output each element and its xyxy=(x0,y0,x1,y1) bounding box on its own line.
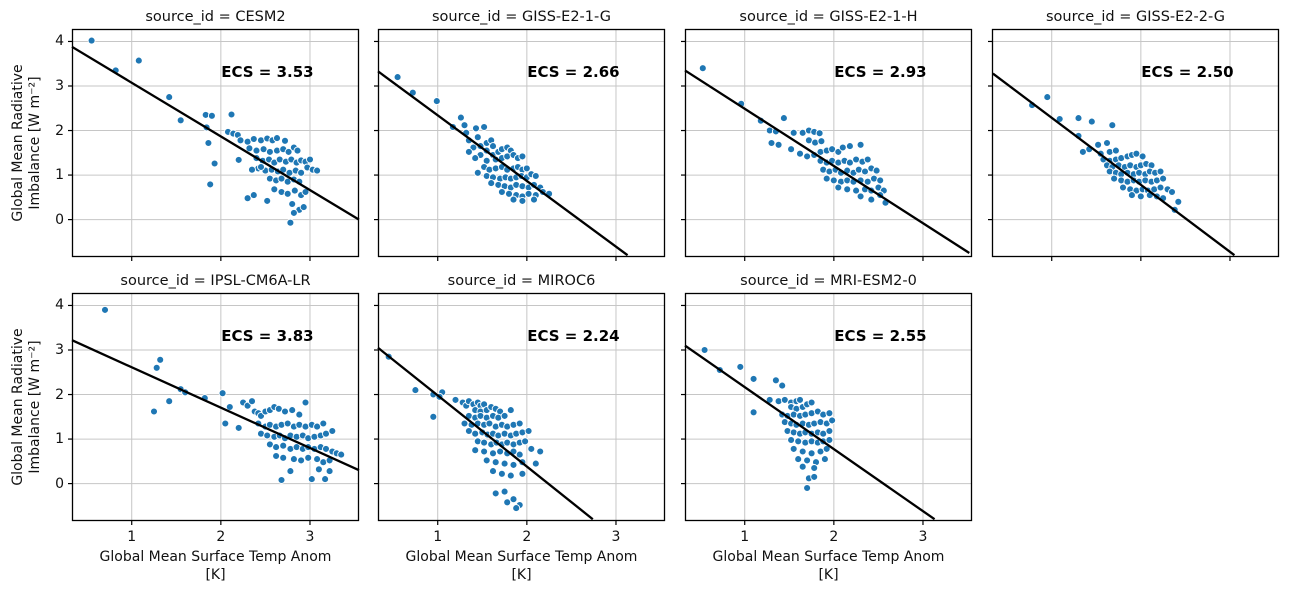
x-tick-label: 1 xyxy=(127,529,137,545)
scatter-plot-IPSL-CM6A-LR xyxy=(68,292,360,525)
y-tick-label: 4 xyxy=(55,33,64,50)
y-axis-label-line1: Global Mean Radiative xyxy=(10,328,26,486)
scatter-points xyxy=(1028,93,1183,214)
panel-border xyxy=(684,28,973,258)
facet-title: source_id = MRI-ESM2-0 xyxy=(740,273,917,289)
ecs-annotation: ECS = 2.24 xyxy=(527,327,620,346)
scatter-plot-GISS-E2-1-G xyxy=(374,28,666,261)
scatter-points xyxy=(87,36,322,227)
y-tick-label: 2 xyxy=(55,122,64,139)
x-axis-label: Global Mean Surface Temp Anom [K] xyxy=(685,548,972,584)
ecs-annotation: ECS = 3.53 xyxy=(221,63,314,82)
y-tick-label: 0 xyxy=(55,475,64,492)
scatter-points xyxy=(700,346,837,492)
y-tick-label: 1 xyxy=(55,431,64,448)
facet-title: source_id = CESM2 xyxy=(145,9,286,25)
panel-border xyxy=(71,292,360,522)
gridlines xyxy=(685,293,972,521)
facet-title: source_id = GISS-E2-1-G xyxy=(432,9,611,25)
panel-border xyxy=(71,28,360,258)
panel-border xyxy=(377,292,666,522)
x-tick-label: 3 xyxy=(918,529,928,545)
tick-marks xyxy=(681,304,924,525)
y-tick-label: 1 xyxy=(55,167,64,184)
facet-title: source_id = GISS-E2-1-H xyxy=(739,9,918,25)
x-tick-label: 3 xyxy=(611,529,621,545)
scatter-plot-MIROC6 xyxy=(374,292,666,525)
tick-marks xyxy=(68,40,311,261)
x-tick-label: 1 xyxy=(740,529,750,545)
x-axis-label-line2: [K] xyxy=(205,567,226,583)
scatter-plot-GISS-E2-1-H xyxy=(681,28,973,261)
y-tick-label: 2 xyxy=(55,386,64,403)
gridlines xyxy=(378,29,665,257)
y-tick-label: 3 xyxy=(55,342,64,358)
y-tick-label: 0 xyxy=(55,211,64,228)
fit-line xyxy=(377,346,594,521)
x-axis-label-line2: [K] xyxy=(511,567,532,583)
facet-title: source_id = IPSL-CM6A-LR xyxy=(120,273,311,289)
ecs-annotation: ECS = 2.50 xyxy=(1141,63,1234,82)
fit-line xyxy=(684,69,970,254)
facet-title: source_id = GISS-E2-2-G xyxy=(1046,9,1225,25)
ecs-annotation: ECS = 2.55 xyxy=(834,327,927,346)
y-axis-label-line1: Global Mean Radiative xyxy=(10,64,26,222)
x-axis-label-line1: Global Mean Surface Temp Anom xyxy=(99,549,332,565)
ecs-annotation: ECS = 2.66 xyxy=(527,63,620,82)
panel-border xyxy=(991,28,1280,258)
x-axis-label-line1: Global Mean Surface Temp Anom xyxy=(405,549,638,565)
fit-line xyxy=(377,70,629,257)
x-tick-label: 2 xyxy=(216,529,226,545)
scatter-points xyxy=(101,305,346,484)
tick-marks xyxy=(374,304,617,525)
x-tick-label: 2 xyxy=(522,529,532,545)
y-tick-label: 3 xyxy=(55,78,64,94)
scatter-plot-GISS-E2-2-G xyxy=(988,28,1280,261)
gridlines xyxy=(685,29,972,257)
tick-marks xyxy=(68,304,311,525)
gridlines xyxy=(378,293,665,521)
x-tick-label: 1 xyxy=(433,529,443,545)
ecs-annotation: ECS = 3.83 xyxy=(221,327,314,346)
x-axis-label: Global Mean Surface Temp Anom [K] xyxy=(72,548,359,584)
tick-marks xyxy=(374,40,617,261)
scatter-plot-MRI-ESM2-0 xyxy=(681,292,973,525)
x-tick-label: 2 xyxy=(829,529,839,545)
ecs-annotation: ECS = 2.93 xyxy=(834,63,927,82)
fit-line xyxy=(992,72,1236,257)
scatter-plot-CESM2 xyxy=(68,28,360,261)
y-tick-label: 4 xyxy=(55,297,64,314)
fit-line xyxy=(71,339,360,472)
x-tick-label: 3 xyxy=(305,529,315,545)
gridlines xyxy=(72,293,359,521)
tick-marks xyxy=(988,40,1231,261)
scatter-points xyxy=(384,352,545,513)
x-axis-label: Global Mean Surface Temp Anom [K] xyxy=(378,548,665,584)
x-axis-label-line1: Global Mean Surface Temp Anom xyxy=(712,549,945,565)
fit-line xyxy=(684,344,936,521)
fit-line xyxy=(71,45,360,221)
panel-border xyxy=(684,292,973,522)
gridlines xyxy=(992,29,1279,257)
x-axis-label-line2: [K] xyxy=(818,567,839,583)
panel-border xyxy=(377,28,666,258)
scatter-points xyxy=(393,73,554,205)
scatter-points xyxy=(698,64,890,207)
facet-title: source_id = MIROC6 xyxy=(447,273,596,289)
gridlines xyxy=(72,29,359,257)
tick-marks xyxy=(681,40,924,261)
